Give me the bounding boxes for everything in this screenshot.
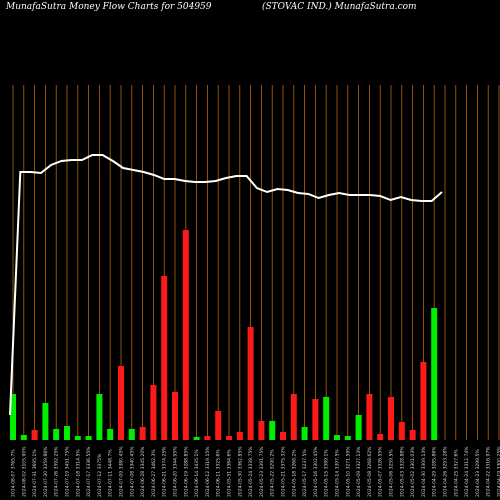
x-tick-label: 2024-05-31 3384.6%: [227, 449, 233, 497]
money-flow-bar: [193, 437, 200, 440]
money-flow-bar: [323, 397, 330, 440]
money-flow-bar: [355, 415, 362, 440]
money-flow-bar: [107, 429, 114, 440]
x-tick-label: 2024-06-11 3325.6%: [216, 449, 222, 497]
x-tick-label: 2024-07-09 3380.45%: [119, 446, 125, 497]
x-tick-label: 2024-05-18 3268.2%: [291, 449, 297, 497]
x-tick-label: 2024-04-30 3309.13%: [421, 446, 427, 497]
x-tick-label: 2024-06-20 3344.95%: [173, 446, 179, 497]
money-flow-bar: [128, 429, 135, 440]
x-tick-label: 2024-07-11 3448.7%: [108, 449, 114, 497]
money-flow-bar: [366, 394, 373, 440]
money-flow-bar: [247, 327, 254, 440]
money-flow-bar: [31, 430, 38, 440]
money-flow-bar: [64, 426, 70, 440]
chart-title-right: (STOVAC IND.) MunafaSutra.com: [262, 2, 417, 12]
x-tick-label: 2024-05-23 3391.75%: [259, 446, 265, 497]
x-tick-label: 2024-07-19 3451.75%: [65, 446, 71, 497]
x-tick-label: 2024-07-26 3392.25%: [54, 446, 60, 497]
x-tick-label: 2024-06-21 3374.25%: [162, 446, 168, 497]
money-flow-bar: [74, 436, 81, 440]
money-flow-bar: [344, 436, 351, 440]
money-flow-bar: [150, 385, 157, 440]
x-tick-label: 2024-06-27 3462.3%: [151, 449, 157, 497]
money-flow-bar: [388, 397, 394, 440]
x-tick-label: 2024-05-24 3339.75%: [248, 446, 254, 497]
money-flow-bar: [280, 432, 286, 440]
x-axis-labels: 2024-08-07 3765.7% 2024-08-02 3105.90% 202…: [11, 446, 500, 497]
x-tick-label: 2024-07-12 3375%: [97, 453, 103, 497]
money-flow-bar: [215, 411, 222, 440]
x-tick-label: 2024-05-30 3362.85%: [237, 446, 243, 497]
x-tick-label: 2024-08-07 3765.7%: [11, 449, 17, 497]
money-flow-bar: [204, 436, 211, 440]
money-flow-bar: [258, 421, 265, 440]
chart-title-left: MunafaSutra Money Flow Charts for 504959: [6, 2, 212, 12]
money-flow-bar: [172, 392, 178, 440]
x-tick-label: 2024-05-02 3301.03%: [410, 446, 416, 497]
money-flow-bar: [334, 435, 340, 440]
x-tick-label: 2024-04-24 3312.74%: [464, 446, 470, 497]
money-flow-bar: [301, 427, 308, 440]
money-flow-bar: [85, 436, 92, 440]
x-tick-label: 2024-05-15 3389.1%: [324, 449, 330, 497]
x-tick-label: 2024-04-23 3299.5%: [475, 449, 481, 497]
money-flow-bars: [10, 230, 438, 440]
x-tick-label: 2024-08-02 3105.90%: [21, 446, 27, 497]
money-flow-bar: [118, 366, 124, 440]
x-tick-label: 2024-05-14 3397.5%: [335, 449, 341, 497]
x-tick-label: 2024-04-29 3285.86%: [432, 446, 438, 497]
money-flow-bar: [269, 421, 276, 440]
money-flow-bar: [53, 429, 60, 440]
money-flow-bar: [182, 230, 189, 440]
x-tick-label: 2024-05-22 3290.2%: [270, 449, 276, 497]
money-flow-bar: [409, 430, 416, 440]
x-tick-label: 2024-07-31 3695.1%: [32, 449, 38, 497]
price-line: [9, 154, 443, 416]
x-tick-label: 2024-07-17 3336.55%: [86, 446, 92, 497]
money-flow-bar: [377, 434, 384, 440]
x-tick-label: 2024-05-17 3237.5%: [302, 449, 308, 497]
money-flow-bar: [236, 432, 243, 440]
x-tick-label: 2024-06-12 3319.15%: [205, 446, 211, 497]
money-flow-bar: [398, 422, 405, 440]
money-flow-bar: [226, 436, 232, 440]
x-tick-label: 2024-05-21 3375.32%: [281, 446, 287, 497]
money-flow-bar: [420, 362, 427, 440]
money-flow-bar: [161, 276, 168, 440]
money-flow-bar: [139, 427, 146, 440]
vertical-gridlines: [12, 85, 500, 440]
x-tick-label: 2024-05-09 3327.13%: [356, 446, 362, 497]
x-tick-label: 2024-06-14 3435.1%: [194, 449, 200, 497]
x-tick-label: 2024-05-08 3268.62%: [367, 446, 373, 497]
x-tick-label: 2024-04-26 3293.28%: [443, 446, 449, 497]
money-flow-bar: [10, 394, 16, 440]
x-tick-label: 2024-04-22 3316.97%: [486, 446, 492, 497]
x-tick-label: 2024-05-10 3271.59%: [345, 446, 351, 497]
money-flow-bar: [290, 394, 297, 440]
money-flow-bar: [312, 399, 319, 440]
x-tick-label: 2024-07-18 3314.5%: [75, 449, 81, 497]
x-tick-label: 2024-06-19 3288.85%: [183, 446, 189, 497]
money-flow-bar: [96, 394, 103, 440]
x-tick-label: 2024-04-19 3300.25%: [497, 446, 500, 497]
x-tick-label: 2024-05-16 3302.45%: [313, 446, 319, 497]
money-flow-bar: [431, 308, 438, 440]
money-flow-bar: [20, 435, 27, 440]
x-tick-label: 2024-07-08 3340.45%: [129, 446, 135, 497]
price-line-series: [9, 154, 443, 416]
x-tick-label: 2024-05-07 3326.55%: [378, 446, 384, 497]
x-tick-label: 2024-05-06 3259.5%: [389, 449, 395, 497]
x-tick-label: 2024-06-28 3345.20%: [140, 446, 146, 497]
x-tick-label: 2024-04-25 3327.6%: [453, 449, 459, 497]
money-flow-bar: [42, 403, 49, 440]
x-tick-label: 2024-05-03 3328.88%: [399, 446, 405, 497]
x-tick-label: 2024-07-30 3359.86%: [43, 446, 49, 497]
